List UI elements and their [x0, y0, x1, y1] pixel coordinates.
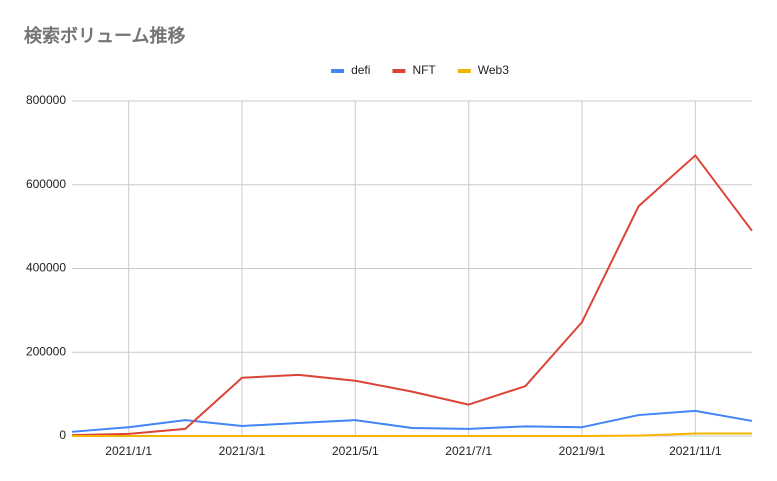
legend-label: Web3 — [478, 63, 509, 77]
legend-label: NFT — [412, 63, 436, 77]
series-line — [71, 409, 753, 433]
x-tick-label: 2021/9/1 — [559, 444, 606, 458]
x-tick-label: 2021/11/1 — [669, 444, 722, 458]
y-tick-label: 600000 — [26, 177, 66, 191]
x-tick-label: 2021/7/1 — [445, 444, 492, 458]
series-line — [72, 432, 752, 437]
chart-title: 検索ボリューム推移 — [24, 25, 185, 46]
x-tick-label: 2021/5/1 — [332, 444, 379, 458]
x-tick-label: 2021/1/1 — [105, 444, 152, 458]
y-tick-label: 0 — [59, 428, 66, 442]
legend-label: defi — [351, 63, 370, 77]
y-tick-label: 200000 — [26, 344, 66, 358]
y-tick-label: 400000 — [26, 261, 66, 275]
y-tick-label: 800000 — [26, 93, 66, 107]
series-line — [71, 154, 753, 437]
x-tick-label: 2021/3/1 — [219, 444, 266, 458]
